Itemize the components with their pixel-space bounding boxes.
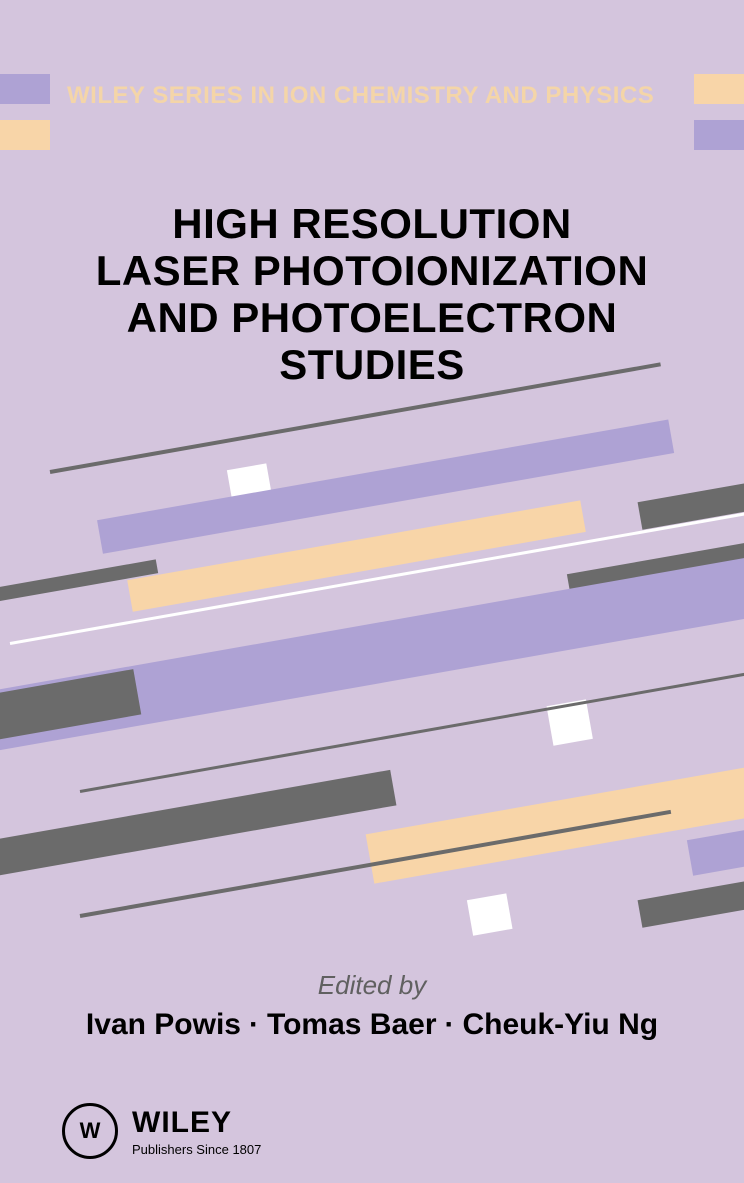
title-line-2: LASER PHOTOIONIZATION <box>0 247 744 294</box>
decorative-bar <box>366 761 744 883</box>
decorative-bar <box>467 893 513 935</box>
title-line-1: HIGH RESOLUTION <box>0 200 744 247</box>
publisher-logo-icon: W <box>62 1103 118 1159</box>
decorative-bar <box>687 819 744 875</box>
separator-dot-icon: · <box>445 1008 455 1041</box>
title-line-3: AND PHOTOELECTRON <box>0 294 744 341</box>
book-title: HIGH RESOLUTION LASER PHOTOIONIZATION AN… <box>0 200 744 388</box>
separator-dot-icon: · <box>249 1008 259 1041</box>
editor-3: Cheuk-Yiu Ng <box>463 1008 659 1041</box>
edited-by-label: Edited by <box>0 970 744 1001</box>
top-band-left-1 <box>0 74 50 104</box>
publisher-block: W WILEY Publishers Since 1807 <box>62 1103 261 1159</box>
decorative-bar <box>0 553 744 754</box>
top-band-right-1 <box>694 74 744 104</box>
editor-1: Ivan Powis <box>86 1008 241 1041</box>
editors-line: Ivan Powis·Tomas Baer·Cheuk-Yiu Ng <box>0 1008 744 1042</box>
editor-2: Tomas Baer <box>267 1008 437 1041</box>
decorative-bar <box>0 770 396 882</box>
top-band-left-2 <box>0 120 50 150</box>
decorative-bar <box>638 872 744 927</box>
title-line-4: STUDIES <box>0 341 744 388</box>
logo-letter: W <box>80 1118 101 1144</box>
publisher-tagline: Publishers Since 1807 <box>132 1142 261 1157</box>
publisher-text: WILEY Publishers Since 1807 <box>132 1106 261 1157</box>
top-band-right-2 <box>694 120 744 150</box>
publisher-brand: WILEY <box>132 1106 261 1140</box>
series-label: WILEY SERIES IN ION CHEMISTRY AND PHYSIC… <box>67 82 654 110</box>
